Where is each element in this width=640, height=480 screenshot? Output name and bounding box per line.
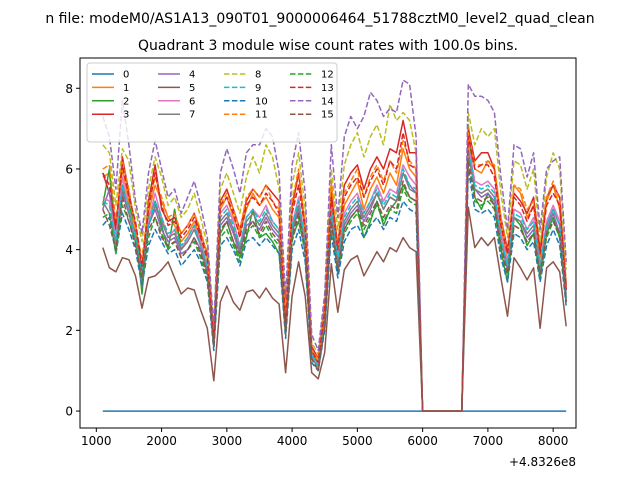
y-tick-label: 4	[65, 243, 73, 257]
series-line-11	[102, 131, 567, 412]
y-tick-label: 2	[65, 324, 73, 338]
legend-box	[86, 62, 338, 143]
series-line-3	[102, 119, 567, 412]
legend-label-7: 7	[189, 110, 195, 121]
y-tick-label: 0	[65, 405, 73, 419]
x-tick-label: 6000	[407, 434, 438, 448]
legend-label-0: 0	[123, 70, 129, 81]
x-tick-label: 4000	[277, 434, 308, 448]
series-line-8	[102, 103, 567, 412]
series-layer	[102, 79, 567, 412]
y-axis: 0 2 4 6 8	[65, 82, 80, 419]
legend-label-10: 10	[255, 96, 268, 107]
chart-title: Quadrant 3 module wise count rates with …	[138, 38, 518, 54]
plot-area: 1000 2000 3000 4000 5000 6000 7000 8000 0 2 4 6 8 +…	[65, 57, 577, 469]
y-tick-label: 6	[65, 162, 73, 176]
x-tick-label: 3000	[212, 434, 243, 448]
y-tick-label: 8	[65, 82, 73, 96]
legend-label-9: 9	[255, 83, 261, 94]
series-line-15	[102, 160, 567, 412]
x-tick-label: 8000	[538, 434, 569, 448]
series-line-2	[102, 123, 567, 412]
legend-label-4: 4	[189, 70, 195, 81]
series-line-9	[102, 148, 567, 412]
x-tick-label: 1000	[81, 434, 112, 448]
figure-suptitle: n file: modeM0/AS1A13_090T01_9000006464_…	[45, 11, 594, 27]
series-line-10	[102, 168, 567, 412]
legend-label-1: 1	[123, 83, 129, 94]
legend-label-3: 3	[123, 110, 129, 121]
x-tick-label: 2000	[146, 434, 177, 448]
legend-label-12: 12	[321, 70, 334, 81]
series-line-5	[102, 206, 567, 412]
x-offset-label: +4.8326e8	[509, 455, 576, 469]
legend-label-6: 6	[189, 96, 195, 107]
x-tick-label: 7000	[473, 434, 504, 448]
series-line-13	[102, 131, 567, 412]
legend-label-8: 8	[255, 70, 261, 81]
x-axis: 1000 2000 3000 4000 5000 6000 7000 8000	[81, 428, 568, 448]
axes-frame	[79, 57, 577, 429]
legend-label-11: 11	[255, 110, 268, 121]
x-tick-label: 5000	[342, 434, 373, 448]
legend-label-13: 13	[321, 83, 334, 94]
legend-label-14: 14	[321, 96, 334, 107]
legend-label-15: 15	[321, 110, 334, 121]
legend-label-2: 2	[123, 96, 129, 107]
series-line-14	[102, 79, 567, 412]
legend-label-5: 5	[189, 83, 195, 94]
